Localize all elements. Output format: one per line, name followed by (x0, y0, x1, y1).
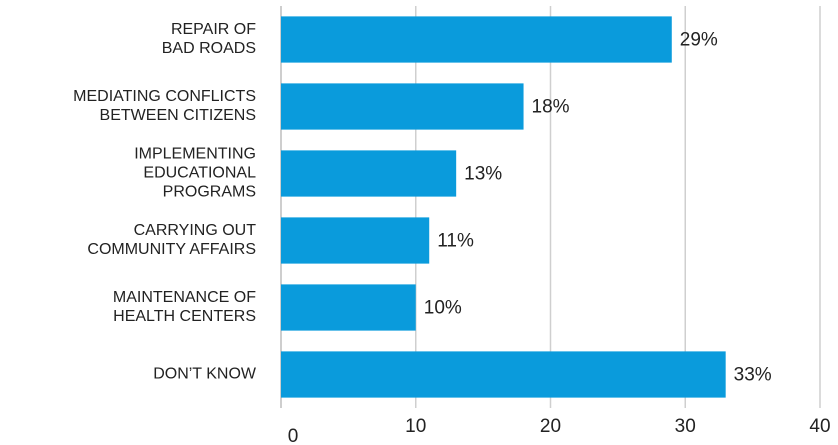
category-label-5: DON’T KNOW (153, 366, 257, 383)
x-tick-label-20: 20 (540, 416, 561, 437)
data-label-0: 29% (680, 30, 718, 51)
category-label-line: BAD ROADS (162, 40, 256, 57)
category-labels: REPAIR OF BAD ROADS MEDIATING CONFLICTS BET… (73, 21, 257, 383)
category-label-4: MAINTENANCE OF HEALTH CENTERS (113, 289, 256, 325)
category-label-line: CARRYING OUT (134, 222, 257, 239)
bar-1 (281, 83, 524, 130)
category-label-line: MEDIATING CONFLICTS (73, 88, 256, 105)
x-axis-ticks: 0 10 20 30 40 (288, 416, 831, 445)
data-label-4: 10% (424, 298, 462, 319)
category-label-line: REPAIR OF (171, 21, 256, 38)
category-label-line: PROGRAMS (163, 184, 256, 201)
category-label-1: MEDIATING CONFLICTS BETWEEN CITIZENS (73, 88, 256, 124)
gridlines (280, 6, 821, 408)
x-tick-label-40: 40 (809, 416, 830, 437)
bar-0 (281, 16, 672, 63)
category-label-0: REPAIR OF BAD ROADS (162, 21, 256, 57)
category-label-2: IMPLEMENTING EDUCATIONAL PROGRAMS (134, 146, 256, 201)
bars (281, 16, 726, 398)
data-label-2: 13% (464, 164, 502, 185)
category-label-line: HEALTH CENTERS (113, 308, 256, 325)
category-label-line: MAINTENANCE OF (113, 289, 256, 306)
data-label-5: 33% (734, 365, 772, 386)
category-label-line: COMMUNITY AFFAIRS (87, 241, 256, 258)
bar-5 (281, 351, 726, 398)
x-tick-label-30: 30 (675, 416, 696, 437)
data-labels: 29% 18% 13% 11% 10% 33% (424, 30, 772, 386)
data-label-1: 18% (532, 97, 570, 118)
bar-2 (281, 150, 457, 197)
category-label-line: EDUCATIONAL (143, 165, 256, 182)
x-tick-label-0: 0 (288, 426, 299, 445)
category-label-line: BETWEEN CITIZENS (100, 107, 256, 124)
x-tick-label-10: 10 (405, 416, 426, 437)
data-label-3: 11% (437, 231, 474, 252)
category-label-line: IMPLEMENTING (134, 146, 256, 163)
bar-3 (281, 217, 430, 264)
category-label-3: CARRYING OUT COMMUNITY AFFAIRS (87, 222, 256, 258)
category-label-line: DON’T KNOW (153, 366, 257, 383)
bar-4 (281, 284, 416, 331)
